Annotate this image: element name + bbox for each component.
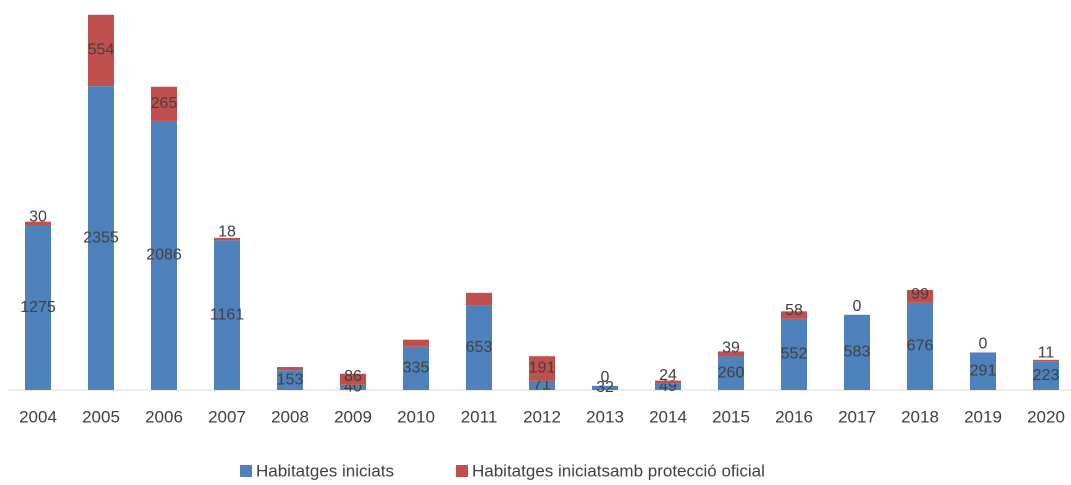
bar-segment — [781, 318, 807, 390]
bar-segment — [214, 237, 240, 241]
data-label: 653 — [466, 339, 493, 356]
x-tick-label: 2010 — [397, 407, 435, 426]
bar-segment — [907, 302, 933, 390]
data-label: 18 — [218, 223, 236, 240]
data-label: 71 — [533, 377, 551, 394]
data-label: 335 — [403, 360, 430, 377]
x-tick-label: 2016 — [775, 407, 813, 426]
data-label: 265 — [151, 95, 178, 112]
x-tick-label: 2019 — [964, 407, 1002, 426]
data-label: 676 — [907, 338, 934, 355]
data-label: 554 — [88, 42, 115, 59]
bar-segment — [655, 383, 681, 390]
x-tick-label: 2006 — [145, 407, 183, 426]
bar-segment — [781, 311, 807, 319]
x-tick-label: 2018 — [901, 407, 939, 426]
data-label: 11 — [1038, 344, 1055, 361]
bar-segment — [340, 384, 366, 390]
bar-segment — [25, 225, 51, 390]
bar-segment — [214, 240, 240, 390]
data-label: 0 — [601, 369, 610, 386]
bar-segment — [529, 356, 555, 381]
data-label: 99 — [911, 286, 929, 303]
bar-segment — [718, 356, 744, 390]
data-label: 291 — [970, 362, 997, 379]
x-tick-label: 2012 — [523, 407, 561, 426]
data-label: 223 — [1033, 367, 1060, 384]
data-label: 260 — [718, 364, 745, 381]
bar-segment — [340, 373, 366, 385]
data-label: 39 — [722, 340, 740, 357]
bar-segment — [151, 86, 177, 121]
x-tick-label: 2017 — [838, 407, 876, 426]
x-tick-label: 2007 — [208, 407, 246, 426]
x-tick-label: 2008 — [271, 407, 309, 426]
x-tick-label: 2014 — [649, 407, 687, 426]
data-label: 2086 — [146, 247, 182, 264]
data-label: 0 — [979, 336, 988, 353]
bar-segment — [529, 380, 555, 390]
bar-segment — [1033, 359, 1059, 362]
x-tick-label: 2011 — [461, 407, 498, 426]
bar-segment — [88, 14, 114, 87]
data-label: 153 — [277, 371, 304, 388]
bar-segment — [466, 305, 492, 390]
x-tick-label: 2009 — [334, 407, 372, 426]
bar-segment — [592, 385, 618, 390]
data-label: 86 — [344, 368, 362, 385]
bar-segment — [25, 221, 51, 226]
data-label: 1275 — [20, 299, 56, 316]
bar-segment — [151, 120, 177, 390]
legend-swatch — [240, 465, 252, 477]
bar-segment — [844, 314, 870, 390]
bar-segment — [466, 292, 492, 306]
bar-segment — [277, 367, 303, 371]
bar-segment — [907, 290, 933, 303]
bar-segment — [88, 86, 114, 390]
bar-segment — [970, 352, 996, 390]
legend-label: Habitatges iniciatsamb protecció oficial — [472, 461, 765, 480]
bar-segment — [277, 370, 303, 390]
x-tick-label: 2020 — [1027, 407, 1065, 426]
bar-segment — [718, 351, 744, 357]
data-label: 32 — [596, 379, 614, 396]
x-tick-label: 2005 — [82, 407, 120, 426]
legend-label: Habitatges iniciats — [256, 461, 394, 480]
data-label: 552 — [781, 346, 808, 363]
bar-segment — [655, 380, 681, 384]
data-label: 0 — [853, 298, 862, 315]
data-label: 58 — [785, 302, 803, 319]
bar-segment — [403, 346, 429, 390]
data-label: 191 — [529, 360, 556, 377]
data-label: 2355 — [83, 229, 119, 246]
data-label: 1161 — [210, 306, 245, 323]
x-tick-label: 2013 — [586, 407, 624, 426]
legend-swatch — [456, 465, 468, 477]
data-label: 24 — [659, 367, 677, 384]
data-label: 30 — [29, 209, 47, 226]
bar-segment — [1033, 361, 1059, 390]
bar-segment — [403, 339, 429, 347]
x-tick-label: 2015 — [712, 407, 750, 426]
data-label: 583 — [844, 344, 871, 361]
x-tick-label: 2004 — [19, 407, 57, 426]
